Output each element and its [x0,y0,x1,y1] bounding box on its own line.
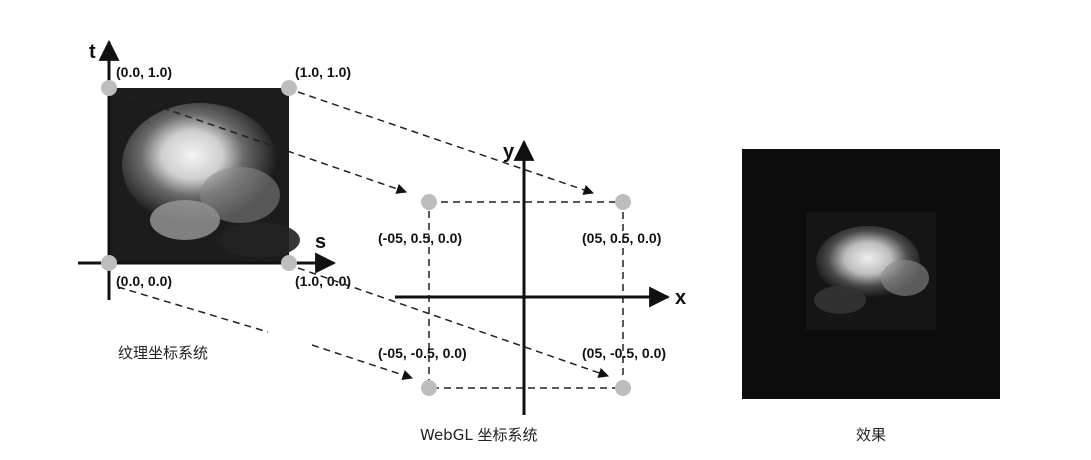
arrow-top-right-mapping [297,91,594,195]
result-panel: 效果 [742,149,1000,444]
texture-caption: 纹理坐标系统 [118,344,208,362]
t-axis-label: t [89,41,96,63]
s-axis-label: s [315,231,326,253]
texture-coord-top-left: (0.0, 1.0) [116,64,172,80]
webgl-vertex-bottom-left [421,380,437,396]
webgl-coord-bottom-right: (05, -0.5, 0.0) [582,345,666,361]
texture-image [109,88,300,263]
webgl-vertex-top-right [615,194,631,210]
webgl-caption: WebGL 坐标系统 [420,426,537,444]
webgl-coord-top-left: (-05, 0.5, 0.0) [378,230,462,246]
x-axis-label: x [675,287,686,309]
texture-coordinate-system: t s (0.0, 1.0) (1.0, 1.0) (0.0, 0.0) (1.… [78,39,351,362]
texture-corner-bottom-right [281,255,297,271]
webgl-coord-top-right: (05, 0.5, 0.0) [582,230,661,246]
webgl-dashed-square [428,201,624,389]
arrow-top-left-mapping [116,91,407,194]
webgl-coord-bottom-left: (-05, -0.5, 0.0) [378,345,467,361]
texture-corner-bottom-left [101,255,117,271]
webgl-vertex-top-left [421,194,437,210]
webgl-coordinate-system: y x (-05, 0.5, 0.0) (05, 0.5, 0.0) (-05,… [378,139,686,444]
result-caption: 效果 [856,426,886,444]
y-axis-label: y [503,141,515,163]
texture-coord-bottom-left: (0.0, 0.0) [116,273,172,289]
result-texture-quad [806,212,936,330]
mapping-arrows [116,91,609,381]
webgl-vertex-bottom-right [615,380,631,396]
texture-corner-top-left [101,80,117,96]
texture-coord-top-right: (1.0, 1.0) [295,64,351,80]
texture-coord-bottom-right: (1.0, 0.0) [295,273,351,289]
arrow-bottom-right-mapping [297,267,609,378]
arrow-bottom-left-mapping-a [117,286,269,333]
texture-corner-top-right [281,80,297,96]
arrow-bottom-left-mapping-b [311,344,413,381]
